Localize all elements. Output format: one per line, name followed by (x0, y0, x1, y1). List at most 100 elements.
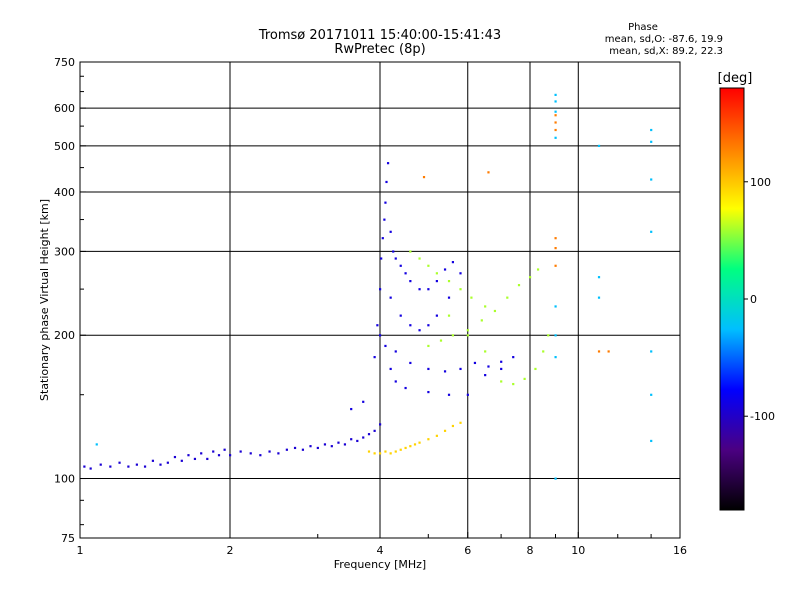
data-point (418, 329, 421, 332)
data-point (554, 356, 557, 359)
colorbar-tick-label: -100 (750, 410, 775, 423)
data-point (547, 334, 550, 337)
data-point (466, 334, 469, 337)
data-point (394, 450, 397, 453)
data-point (413, 443, 417, 446)
data-point (285, 448, 288, 451)
data-point (127, 465, 130, 468)
data-point (484, 305, 487, 308)
data-point (373, 452, 376, 455)
data-point (484, 374, 487, 377)
data-point (259, 454, 262, 457)
data-point (607, 350, 610, 353)
x-tick-label: 1 (77, 544, 84, 557)
data-point (362, 436, 365, 439)
data-point (500, 380, 503, 383)
data-point (447, 393, 451, 396)
data-point (404, 272, 407, 275)
data-point (487, 171, 490, 174)
data-point (151, 459, 155, 462)
data-point (239, 450, 242, 453)
y-tick-label: 300 (54, 245, 75, 258)
data-point (356, 439, 359, 443)
data-point (459, 421, 462, 424)
data-point (389, 296, 392, 299)
data-point (135, 463, 138, 466)
data-point (480, 319, 483, 322)
data-point (389, 230, 392, 233)
data-point (427, 288, 430, 291)
data-point (389, 452, 392, 455)
stats-heading: Phase (628, 22, 658, 33)
data-point (399, 314, 402, 317)
data-point (435, 272, 438, 275)
data-point (373, 429, 376, 432)
data-point (212, 450, 215, 453)
data-point (500, 360, 503, 363)
data-point (554, 136, 557, 139)
data-point (409, 445, 412, 448)
colorbar-tick-label: 100 (750, 176, 771, 189)
data-point (268, 450, 271, 453)
grid-lines (80, 62, 680, 538)
data-point (554, 121, 557, 124)
data-point (554, 128, 557, 132)
data-point (380, 257, 383, 260)
data-point (650, 350, 653, 353)
colorbar-ticks: -100 0 100 (744, 176, 775, 423)
colorbar-label: [deg] (718, 71, 753, 86)
data-point (650, 128, 653, 132)
data-point (367, 450, 371, 453)
data-point (427, 367, 430, 371)
y-tick-label: 750 (54, 56, 75, 69)
data-point (451, 334, 455, 337)
data-point (427, 438, 430, 441)
data-point (392, 250, 395, 253)
chart-subtitle: RwPretec (8p) (334, 42, 425, 57)
data-point (109, 465, 112, 468)
y-tick-label: 600 (54, 102, 75, 115)
data-point (373, 356, 376, 359)
data-point (83, 465, 86, 468)
data-point (193, 457, 197, 461)
data-point (422, 175, 426, 179)
data-point (554, 247, 557, 250)
data-point (554, 264, 557, 267)
y-tick-label: 100 (54, 473, 75, 486)
data-point (343, 443, 347, 446)
data-point (166, 461, 169, 464)
data-point (350, 438, 353, 441)
data-point (409, 250, 412, 253)
data-point (409, 361, 412, 365)
data-point (301, 448, 305, 451)
chart-title: Tromsø 20171011 15:40:00-15:41:43 (258, 28, 501, 43)
data-point (554, 93, 557, 96)
data-point (435, 314, 438, 317)
data-point (386, 162, 390, 165)
data-point (523, 377, 526, 381)
x-tick-label: 2 (227, 544, 234, 557)
data-point (206, 457, 209, 461)
data-point (650, 178, 653, 181)
data-point (404, 446, 407, 450)
data-point (95, 443, 98, 446)
data-point (337, 441, 340, 444)
data-point (554, 237, 557, 240)
data-point (418, 288, 421, 291)
data-point (451, 261, 455, 264)
data-point (118, 461, 121, 464)
data-point (500, 367, 503, 371)
data-point (435, 434, 438, 437)
data-point (379, 288, 382, 291)
data-point (394, 350, 397, 353)
data-point (404, 386, 407, 390)
data-point (439, 339, 443, 342)
colorbar-tick-label: 0 (750, 293, 757, 306)
data-point (554, 114, 557, 117)
data-point (384, 450, 387, 453)
data-point (418, 257, 421, 260)
data-point (173, 455, 177, 459)
data-point (143, 465, 147, 468)
data-point (451, 424, 455, 428)
data-point (542, 350, 545, 353)
